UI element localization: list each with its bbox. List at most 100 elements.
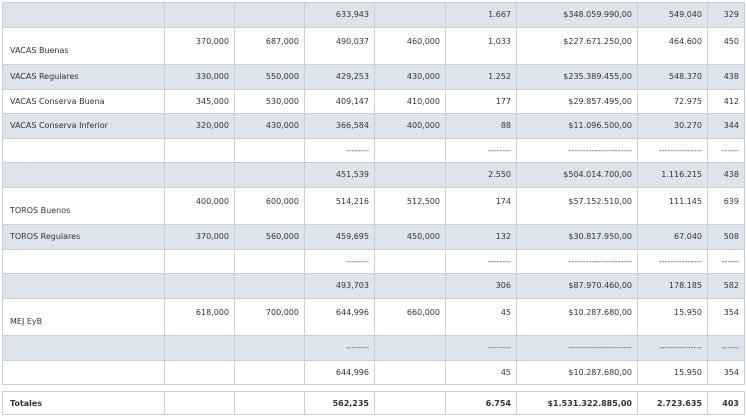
cell-amount: $1.531.322.885,00 [516,391,638,415]
cell-mode: 410,000 [374,88,446,114]
cell-max [234,391,305,415]
cell-max [234,335,305,361]
subtotal-row: 644,996 45 $10.287.680,00 15.950 354 [2,359,745,385]
cell-heads: 1,033 [445,26,517,65]
cell-kg-avg: 412 [707,88,745,114]
cell-kg-avg: 354 [707,359,745,385]
row-label [2,335,165,361]
cell-min: 370,000 [164,26,235,65]
cell-average: 366,584 [304,113,375,139]
cell-max [234,162,305,188]
cell-kilos: --------------- [637,248,708,274]
cell-min [164,273,235,299]
cell-kilos: 1.116.215 [637,162,708,188]
cell-amount: $87.970.460,00 [516,273,638,299]
cell-min [164,335,235,361]
cell-kg-avg: 329 [707,2,745,28]
cell-kilos: 111.145 [637,186,708,225]
cell-heads: 177 [445,88,517,114]
cell-heads: 1.667 [445,2,517,28]
table-row: VACAS Conserva Inferior 320,000 430,000 … [2,113,745,139]
cell-kilos: 549.040 [637,2,708,28]
cell-max [234,273,305,299]
cell-kilos: 67.040 [637,224,708,250]
cell-kg-avg: 354 [707,297,745,336]
cell-average: 493,703 [304,273,375,299]
cell-average: 562,235 [304,391,375,415]
cell-kilos: 72.975 [637,88,708,114]
cell-kg-avg: 508 [707,224,745,250]
cell-max: 700,000 [234,297,305,336]
cell-min [164,359,235,385]
cell-min: 330,000 [164,64,235,90]
cell-amount: $30.817.950,00 [516,224,638,250]
separator-row: -------- -------- ----------------------… [2,335,745,361]
cell-kg-avg: 438 [707,162,745,188]
cell-kg-avg: ------ [707,248,745,274]
cell-mode: 450,000 [374,224,446,250]
cell-amount: ---------------------- [516,335,638,361]
cell-average: -------- [304,335,375,361]
totals-row: Totales 562,235 6.754 $1.531.322.885,00 … [2,391,745,415]
cell-kilos: 2.723.635 [637,391,708,415]
cell-amount: $10.287.680,00 [516,359,638,385]
cell-heads: 132 [445,224,517,250]
table-row: VACAS Regulares 330,000 550,000 429,253 … [2,64,745,90]
cell-heads: -------- [445,335,517,361]
cell-kg-avg: 639 [707,186,745,225]
cell-mode: 400,000 [374,113,446,139]
separator-row: -------- -------- ----------------------… [2,137,745,163]
cell-average: 644,996 [304,297,375,336]
cell-average: -------- [304,248,375,274]
cell-heads: 6.754 [445,391,517,415]
cell-mode [374,273,446,299]
cell-kg-avg: 403 [707,391,745,415]
cell-average: 644,996 [304,359,375,385]
cell-max: 560,000 [234,224,305,250]
separator-row: -------- -------- ----------------------… [2,248,745,274]
cell-min: 370,000 [164,224,235,250]
cell-mode [374,2,446,28]
cell-min [164,137,235,163]
cell-max: 530,000 [234,88,305,114]
cell-kg-avg: 450 [707,26,745,65]
row-label [2,359,165,385]
row-label: MEJ EyB [2,297,165,336]
cell-amount: $504.014.700,00 [516,162,638,188]
cell-kg-avg: ------ [707,335,745,361]
cell-mode: 430,000 [374,64,446,90]
cell-kilos: 15.950 [637,359,708,385]
subtotal-row: 451,539 2.550 $504.014.700,00 1.116.215 … [2,162,745,188]
cell-kilos: 178.185 [637,273,708,299]
cell-kilos: 15.950 [637,297,708,336]
cell-heads: -------- [445,248,517,274]
row-label: VACAS Buenas [2,26,165,65]
cell-max: 430,000 [234,113,305,139]
cell-min: 618,000 [164,297,235,336]
cell-kg-avg: 344 [707,113,745,139]
cell-amount: $235.389.455,00 [516,64,638,90]
cell-heads: 2.550 [445,162,517,188]
row-label [2,162,165,188]
cell-max [234,248,305,274]
cell-heads: 174 [445,186,517,225]
cell-mode [374,248,446,274]
cell-amount: ---------------------- [516,137,638,163]
cell-min [164,162,235,188]
cell-average: 459,695 [304,224,375,250]
row-label: VACAS Conserva Buena [2,88,165,114]
cell-amount: ---------------------- [516,248,638,274]
cell-kg-avg: 582 [707,273,745,299]
row-label: TOROS Buenos [2,186,165,225]
cell-mode [374,137,446,163]
cell-kg-avg: ------ [707,137,745,163]
table-row: TOROS Buenos 400,000 600,000 514,216 512… [2,186,745,225]
cell-amount: $348.059.990,00 [516,2,638,28]
cell-average: 633,943 [304,2,375,28]
cell-amount: $57.152.510,00 [516,186,638,225]
table-row: VACAS Conserva Buena 345,000 530,000 409… [2,88,745,114]
cell-max: 687,000 [234,26,305,65]
table-row: TOROS Regulares 370,000 560,000 459,695 … [2,224,745,250]
cell-amount: $227.671.250,00 [516,26,638,65]
